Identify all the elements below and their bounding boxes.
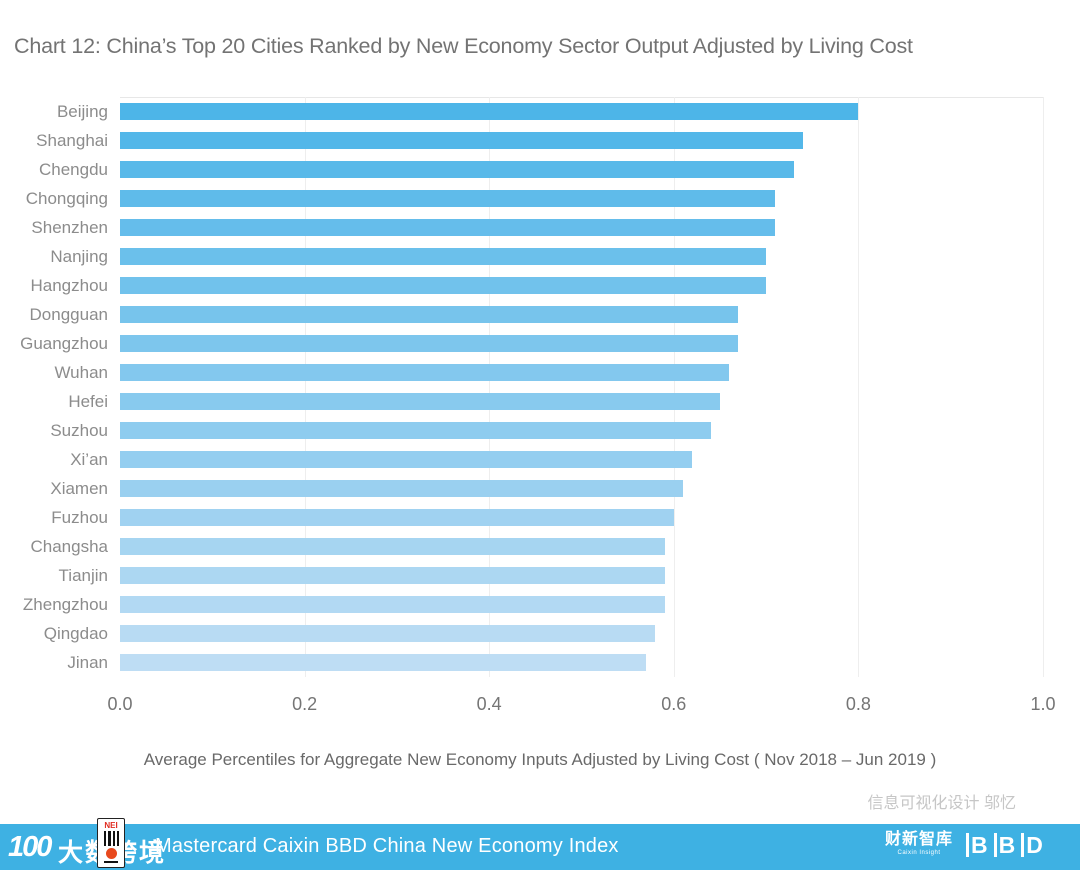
caixin-insight-logo: 财新智库 Caixin Insight xyxy=(885,831,953,856)
value-bar xyxy=(120,132,803,149)
gridline xyxy=(673,97,675,677)
bar-row: Fuzhou xyxy=(0,503,1080,532)
bar-chart: Beijing Shanghai Chengdu Chongqing Shenzhen N… xyxy=(0,97,1080,677)
category-label: Guangzhou xyxy=(20,333,108,353)
bar-row: Xi’an xyxy=(0,445,1080,474)
category-label: Hangzhou xyxy=(30,275,108,295)
bar-row: Tianjin xyxy=(0,561,1080,590)
gridline xyxy=(1043,97,1044,677)
category-label: Suzhou xyxy=(50,420,108,440)
x-tick-label: 0.6 xyxy=(661,694,687,714)
bar-row: Hefei xyxy=(0,387,1080,416)
value-bar xyxy=(120,393,720,410)
value-bar xyxy=(120,335,739,352)
nei-logo-label: NEI xyxy=(104,821,118,830)
value-bar xyxy=(120,190,776,207)
footer-banner: 100 大数跨境 NEI Mastercard Caixin BBD China… xyxy=(0,818,1080,870)
value-bar xyxy=(120,277,767,294)
bar-row: Zhengzhou xyxy=(0,590,1080,619)
category-label: Dongguan xyxy=(29,304,108,324)
value-bar xyxy=(120,567,665,584)
nei-logo-icon: NEI xyxy=(97,818,125,868)
plot-top-border xyxy=(120,97,1043,98)
category-label: Fuzhou xyxy=(51,507,108,527)
bar-row: Dongguan xyxy=(0,300,1080,329)
category-label: Tianjin xyxy=(58,565,108,585)
category-label: Wuhan xyxy=(54,362,108,382)
value-bar xyxy=(120,654,647,671)
bar-row: Xiamen xyxy=(0,474,1080,503)
bar-row: Shenzhen xyxy=(0,213,1080,242)
category-label: Qingdao xyxy=(43,623,108,643)
x-tick-label: 1.0 xyxy=(1030,694,1056,714)
category-label: Shanghai xyxy=(36,130,108,150)
value-bar xyxy=(120,596,665,613)
value-bar xyxy=(120,509,674,526)
bbd-letter: B xyxy=(966,833,988,857)
value-bar xyxy=(120,219,776,236)
category-label: Hefei xyxy=(68,391,108,411)
x-tick-label: 0.4 xyxy=(476,694,502,714)
x-axis-label: Average Percentiles for Aggregate New Ec… xyxy=(143,750,937,769)
x-tick-label: 0.0 xyxy=(107,694,133,714)
gridline xyxy=(489,97,491,677)
bar-row: Guangzhou xyxy=(0,329,1080,358)
value-bar xyxy=(120,451,693,468)
bbd-letter: B xyxy=(993,833,1015,857)
design-credit: 信息可视化设计 邬忆 xyxy=(867,795,1016,812)
x-tick-label: 0.2 xyxy=(292,694,318,714)
bar-row: Qingdao xyxy=(0,619,1080,648)
nei-foot-mark xyxy=(104,861,118,863)
nei-barcode-icon xyxy=(103,831,119,846)
watermark-logo-icon: 100 xyxy=(8,831,52,863)
value-bar xyxy=(120,103,859,120)
nei-ball-icon xyxy=(105,848,117,859)
value-bar xyxy=(120,422,711,439)
x-tick-label: 0.8 xyxy=(845,694,871,714)
gridline xyxy=(858,97,860,677)
bar-row: Beijing xyxy=(0,97,1080,126)
category-label: Jinan xyxy=(67,652,108,672)
caixin-logo-text: 财新智库 xyxy=(885,831,954,848)
bar-row: Shanghai xyxy=(0,126,1080,155)
value-bar xyxy=(120,306,739,323)
category-label: Shenzhen xyxy=(31,217,108,237)
category-label: Chongqing xyxy=(25,188,108,208)
bar-row: Chongqing xyxy=(0,184,1080,213)
index-title: Mastercard Caixin BBD China New Economy … xyxy=(155,835,619,857)
bar-row: Chengdu xyxy=(0,155,1080,184)
category-label: Nanjing xyxy=(50,246,108,266)
bbd-letter: D xyxy=(1021,833,1043,857)
value-bar xyxy=(120,480,683,497)
category-label: Chengdu xyxy=(38,159,108,179)
value-bar xyxy=(120,538,665,555)
bar-row: Suzhou xyxy=(0,416,1080,445)
bar-row: Hangzhou xyxy=(0,271,1080,300)
bar-row: Changsha xyxy=(0,532,1080,561)
value-bar xyxy=(120,248,767,265)
category-label: Xi’an xyxy=(70,449,108,469)
caixin-logo-subtext: Caixin Insight xyxy=(897,850,941,856)
category-label: Zhengzhou xyxy=(22,594,108,614)
chart-title: Chart 12: China’s Top 20 Cities Ranked b… xyxy=(14,34,913,58)
category-label: Xiamen xyxy=(50,478,108,498)
value-bar xyxy=(120,161,794,178)
gridline xyxy=(304,97,306,677)
value-bar xyxy=(120,364,730,381)
value-bar xyxy=(120,625,656,642)
bar-row: Wuhan xyxy=(0,358,1080,387)
bar-row: Jinan xyxy=(0,648,1080,677)
category-label: Changsha xyxy=(30,536,108,556)
category-label: Beijing xyxy=(56,101,108,121)
bar-row: Nanjing xyxy=(0,242,1080,271)
